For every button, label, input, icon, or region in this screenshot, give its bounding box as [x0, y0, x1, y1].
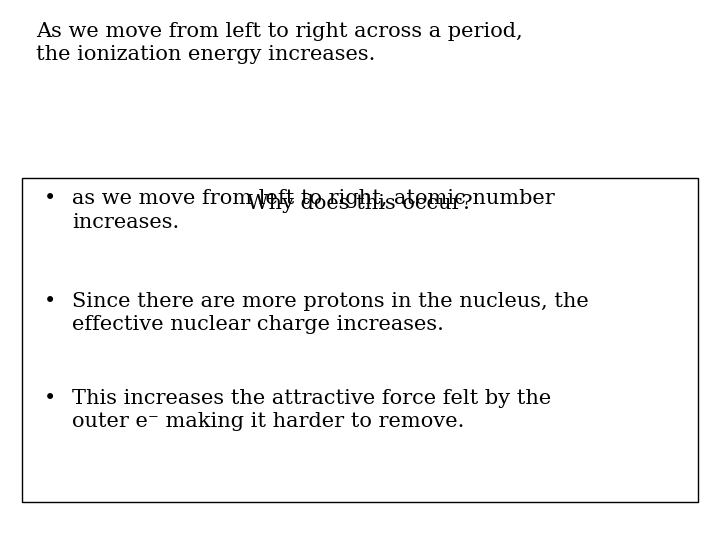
- Text: •: •: [44, 292, 57, 310]
- Text: as we move from left to right, atomic number
increases.: as we move from left to right, atomic nu…: [72, 189, 554, 232]
- Text: Why does this occur?: Why does this occur?: [247, 194, 473, 213]
- Text: •: •: [44, 389, 57, 408]
- Text: Since there are more protons in the nucleus, the
effective nuclear charge increa: Since there are more protons in the nucl…: [72, 292, 589, 334]
- Text: As we move from left to right across a period,
the ionization energy increases.: As we move from left to right across a p…: [36, 22, 523, 64]
- Text: •: •: [44, 189, 57, 208]
- FancyBboxPatch shape: [22, 178, 698, 502]
- Text: This increases the attractive force felt by the
outer e⁻ making it harder to rem: This increases the attractive force felt…: [72, 389, 552, 431]
